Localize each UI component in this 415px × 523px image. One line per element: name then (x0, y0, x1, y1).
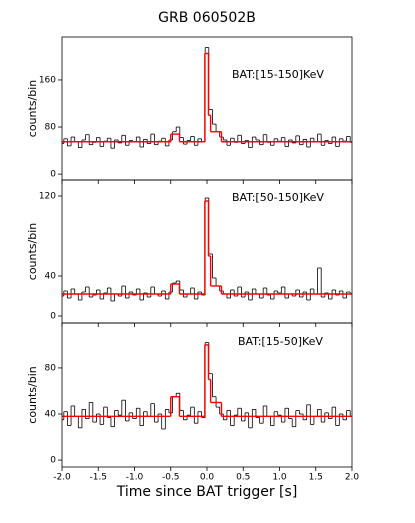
y-tick-label: 80 (45, 363, 57, 373)
x-tick-label: 2.0 (345, 473, 360, 483)
axes-frame (61, 322, 353, 468)
x-tick-label: -2.0 (53, 473, 71, 483)
x-tick-label: 0.5 (236, 473, 250, 483)
y-tick-label: 0 (50, 170, 56, 180)
x-tick-label: 1.5 (309, 473, 323, 483)
y-tick-label: 120 (39, 192, 56, 202)
y-tick-label: 40 (45, 410, 57, 420)
annotation: BAT:[15-150]KeV (232, 68, 324, 81)
x-axis-label: Time since BAT trigger [s] (116, 484, 298, 500)
y-tick-label: 160 (39, 75, 56, 85)
x-tick-label: -0.5 (162, 473, 180, 483)
axes-frame (61, 36, 353, 181)
annotation: BAT:[50-150]KeV (232, 191, 324, 204)
chart-title: GRB 060502B (158, 10, 256, 26)
y-tick-label: 80 (45, 123, 57, 133)
y-axis-label: counts/bin (26, 223, 39, 281)
x-tick-label: 1.0 (272, 473, 287, 483)
y-tick-label: 0 (50, 456, 56, 466)
x-tick-label: -1.0 (126, 473, 144, 483)
x-tick-label: -1.5 (89, 473, 107, 483)
plot-area (62, 197, 352, 302)
plot-area (62, 47, 352, 149)
x-tick-label: 0.0 (200, 473, 215, 483)
y-tick-label: 0 (50, 312, 56, 322)
y-axis-label: counts/bin (26, 80, 39, 138)
annotation: BAT:[15-50]KeV (238, 335, 323, 348)
y-axis-label: counts/bin (26, 366, 39, 424)
y-tick-label: 40 (45, 272, 57, 282)
plot-area (62, 342, 352, 430)
